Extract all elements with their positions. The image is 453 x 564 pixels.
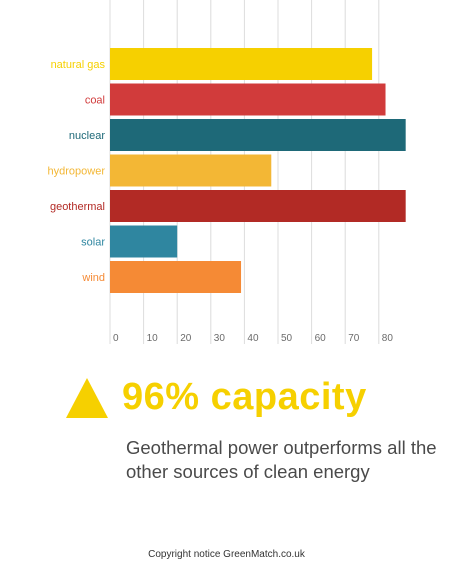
x-tick-label: 80 [382,333,394,344]
triangle-icon [66,378,108,418]
x-tick-label: 0 [113,333,119,344]
bar-wind [110,261,242,293]
highlight-headline: 96% capacity [66,376,367,418]
x-tick-label: 40 [247,333,259,344]
bar-nuclear [110,119,406,151]
x-tick-label: 30 [214,333,226,344]
category-labels: natural gas coal nuclear hydropower geotherm… [48,59,106,284]
x-tick-labels: 0 10 20 30 40 50 60 70 80 [113,333,393,344]
bar-coal [110,83,386,116]
category-label: nuclear [69,130,105,142]
bar-chart: natural gas coal nuclear hydropower geotherm… [48,0,406,344]
x-tick-label: 20 [180,333,192,344]
category-label: natural gas [51,59,106,71]
x-tick-label: 50 [281,333,293,344]
category-label: solar [81,237,105,249]
bar-natural-gas [110,48,373,80]
category-label: coal [85,95,105,107]
bars [110,48,406,293]
bar-geothermal [110,190,406,222]
category-label: wind [81,272,105,284]
x-tick-label: 70 [348,333,360,344]
bar-hydropower [110,154,272,187]
category-label: geothermal [50,201,105,213]
headline-text: 96% capacity [122,376,367,418]
highlight-description: Geothermal power outperforms all the oth… [126,437,437,482]
category-label: hydropower [48,166,106,178]
copyright-notice: Copyright notice GreenMatch.co.uk [148,549,305,560]
bar-solar [110,225,178,258]
x-tick-label: 10 [147,333,159,344]
x-tick-label: 60 [315,333,327,344]
